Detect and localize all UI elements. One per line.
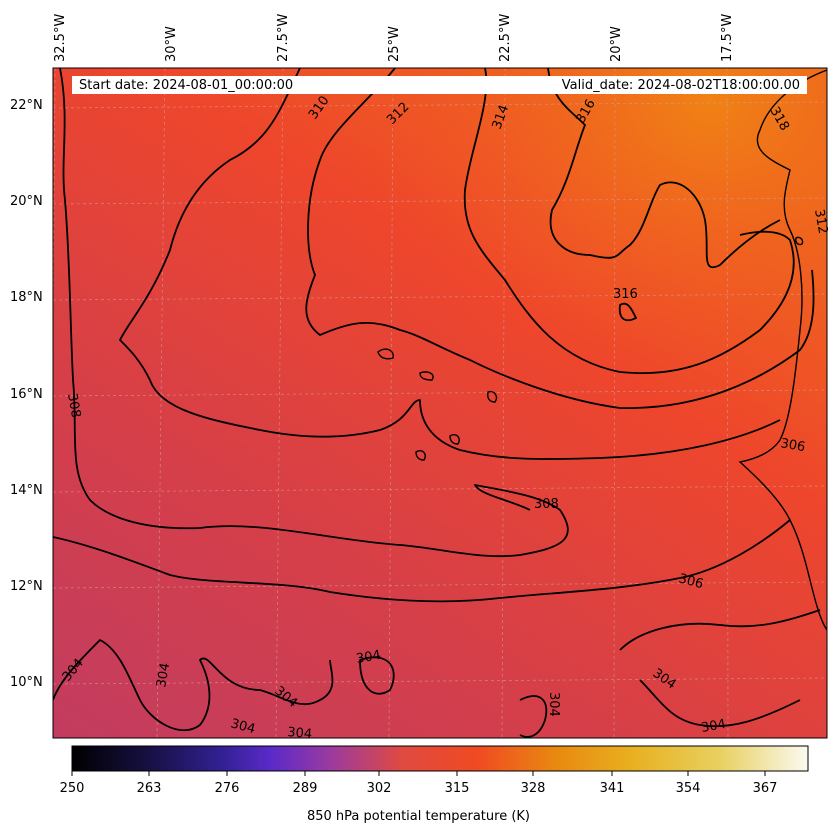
contour-310 — [119, 68, 781, 460]
warm-core-region — [53, 68, 827, 738]
colorbar-tick-label: 289 — [292, 781, 318, 796]
colorbar-tick-label: 302 — [366, 781, 392, 796]
map-frame — [52, 67, 828, 739]
contour-label: 304 — [700, 717, 727, 736]
contour-label: 304 — [546, 692, 561, 717]
lon-label: 32.5°W — [53, 13, 68, 62]
lat-label: 14°N — [10, 483, 43, 498]
contour-312 — [305, 68, 815, 409]
contour-label: 306 — [779, 436, 806, 455]
contour-label: 316 — [613, 287, 638, 302]
contour-304-west — [53, 639, 334, 731]
start-date: Start date: 2024-08-01_00:00:00 — [79, 78, 294, 93]
contour-label: 304 — [229, 716, 257, 737]
valid-date: Valid_date: 2024-08-02T18:00:00.00 — [561, 78, 800, 93]
lon-label: 20°W — [609, 26, 624, 62]
contour-306 — [53, 519, 791, 603]
cape-verde-isle-4 — [487, 390, 498, 403]
colorbar-title: 850 hPa potential temperature (K) — [306, 809, 530, 824]
date-header: Start date: 2024-08-01_00:00:00 Valid_da… — [72, 76, 807, 94]
lon-label: 30°W — [164, 26, 179, 62]
lon-label: 27.5°W — [276, 13, 291, 62]
contour-308 — [59, 68, 569, 558]
contour-label: 304 — [287, 725, 313, 742]
contour-304-center — [359, 656, 395, 695]
contour-316-main — [547, 68, 781, 268]
colorbar-tick-label: 250 — [59, 781, 85, 796]
cape-verde-isle-1 — [377, 348, 394, 360]
lon-label: 25°W — [387, 26, 402, 62]
contour-label: 308 — [64, 392, 83, 419]
cape-verde-isle-3 — [449, 434, 460, 445]
lat-label: 16°N — [10, 387, 43, 402]
lon-label: 22.5°W — [498, 13, 513, 62]
contour-label: 304 — [154, 662, 173, 689]
colorbar-tick-label: 276 — [214, 781, 240, 796]
colorbar-tick-label: 354 — [675, 781, 701, 796]
colorbar-tick-label: 367 — [752, 781, 778, 796]
contour-314 — [463, 68, 795, 375]
lat-label: 12°N — [10, 579, 43, 594]
cape-verde-isle-5 — [415, 450, 426, 461]
contour-label: 308 — [534, 497, 559, 512]
coastline — [377, 69, 827, 631]
colorbar-ticks — [71, 771, 766, 776]
contour-304-east — [619, 609, 821, 728]
contour-label: 306 — [677, 571, 705, 592]
contour-316-blob — [618, 302, 637, 322]
contour-label: 312 — [811, 208, 830, 235]
isentrope-contours — [53, 68, 821, 738]
contour-304-south — [519, 695, 548, 738]
cape-verde-isle-6 — [795, 236, 804, 246]
colorbar — [71, 745, 809, 772]
lat-label: 18°N — [10, 290, 43, 305]
colorbar-tick-label: 315 — [444, 781, 470, 796]
lat-label: 10°N — [10, 675, 43, 690]
lat-label: 22°N — [10, 98, 43, 113]
colorbar-tick-label: 341 — [599, 781, 625, 796]
contour-label: 304 — [355, 648, 382, 667]
contour-label-group: 310 312 314 316 318 312 316 308 306 308 … — [60, 93, 831, 742]
west-africa-coast — [738, 69, 827, 631]
cape-verde-isle-2 — [419, 371, 434, 381]
lon-label: 17.5°W — [720, 13, 735, 62]
colorbar-tick-label: 328 — [520, 781, 546, 796]
lat-label: 20°N — [10, 194, 43, 209]
colorbar-tick-label: 263 — [136, 781, 162, 796]
